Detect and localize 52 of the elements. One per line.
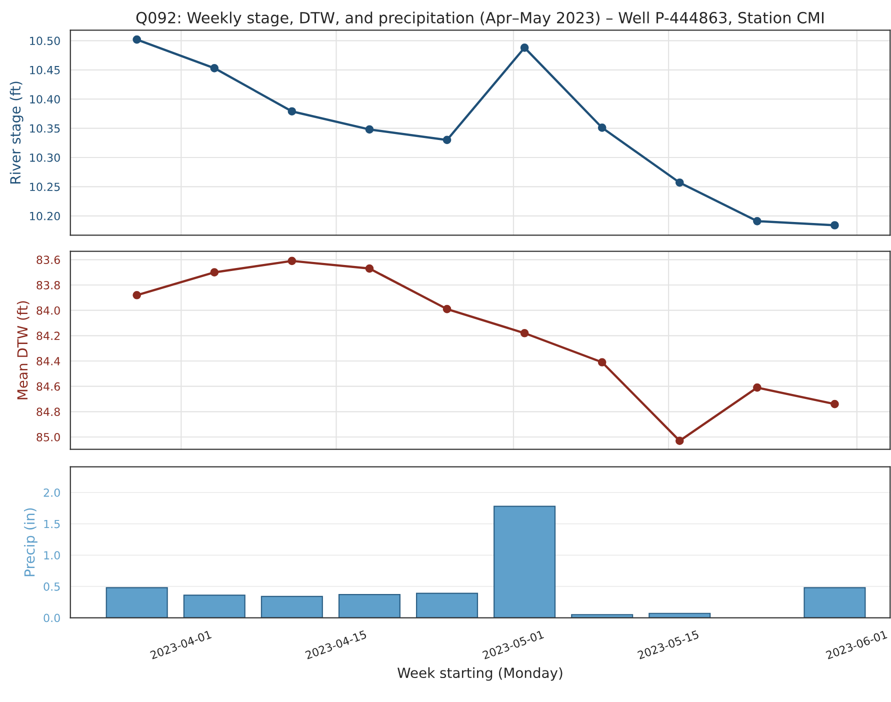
- y-tick-label: 84.4: [36, 356, 60, 366]
- point: [365, 125, 374, 134]
- y-tick-label: 1.0: [44, 551, 60, 560]
- y-tick-label: 83.6: [36, 256, 60, 264]
- bar: [494, 506, 556, 618]
- bar: [804, 587, 866, 618]
- point: [598, 124, 606, 132]
- point: [442, 304, 452, 314]
- point: [830, 400, 839, 408]
- y-tick-label: 10.40: [30, 95, 60, 104]
- point: [753, 383, 762, 392]
- y-tick-label: 83.8: [36, 280, 60, 290]
- point: [520, 328, 529, 338]
- point: [675, 436, 684, 445]
- y-tick-label: 1.5: [44, 520, 60, 528]
- bar: [260, 596, 323, 618]
- point: [442, 136, 452, 144]
- y-tick-label: 0.0: [44, 614, 60, 622]
- point: [132, 35, 142, 44]
- y-tick-label: 10.20: [30, 212, 60, 220]
- bar: [416, 592, 478, 618]
- y-tick-label: 84.8: [36, 408, 60, 416]
- point: [598, 358, 606, 366]
- y-tick-label: 85.0: [36, 432, 60, 442]
- y-axis-title: Precip (in): [24, 508, 38, 576]
- point: [365, 264, 374, 273]
- point: [210, 64, 219, 72]
- point: [132, 290, 142, 300]
- chart-title: Q092: Weekly stage, DTW, and precipitation (Apr–May 2023) – Well P-444863, Station CMI: [136, 12, 824, 26]
- point: [753, 216, 762, 226]
- y-tick-label: 84.6: [36, 382, 60, 391]
- point: [288, 107, 296, 116]
- point: [830, 221, 839, 230]
- y-tick-label: 10.25: [30, 182, 60, 192]
- y-axis-title: Mean DTW (ft): [16, 301, 30, 400]
- bar: [338, 594, 400, 618]
- y-tick-label: 84.2: [36, 332, 60, 340]
- y-tick-label: 2.0: [44, 488, 60, 497]
- bar: [106, 587, 168, 618]
- y-tick-label: 10.50: [30, 36, 60, 46]
- y-tick-label: 84.0: [36, 306, 60, 315]
- bar: [183, 594, 246, 618]
- y-tick-label: 10.35: [30, 124, 60, 133]
- point: [520, 44, 529, 52]
- y-axis-title: River stage (ft): [10, 82, 24, 184]
- y-tick-label: 0.5: [44, 582, 60, 591]
- point: [288, 256, 296, 266]
- y-tick-label: 10.30: [30, 153, 60, 162]
- x-axis-title: Week starting (Monday): [398, 667, 562, 681]
- y-tick-label: 10.45: [30, 66, 60, 74]
- point: [210, 268, 219, 277]
- point: [675, 178, 684, 187]
